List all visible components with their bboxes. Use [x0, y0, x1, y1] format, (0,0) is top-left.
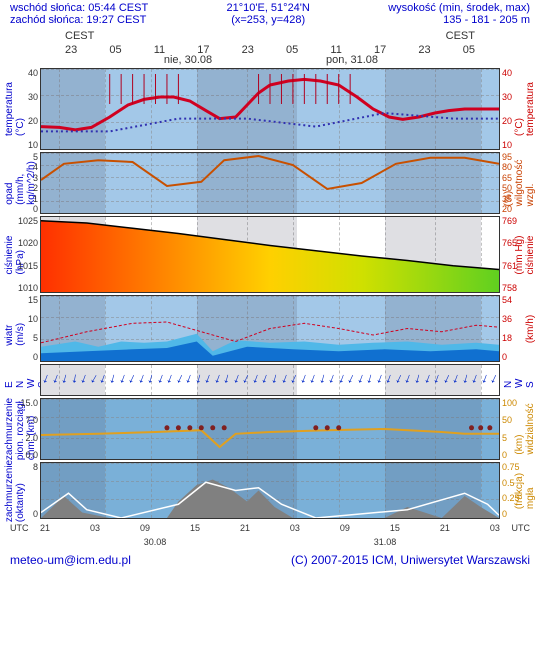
email[interactable]: meteo-um@icm.edu.pl	[10, 553, 131, 567]
panel-fog	[40, 462, 500, 519]
sunset: zachód słońca: 19:27 CEST	[10, 14, 146, 26]
elev: 135 - 181 - 205 m	[443, 14, 530, 26]
utc-r: UTC	[512, 523, 531, 533]
panel-pressure	[40, 216, 500, 293]
tz-left: CEST	[65, 30, 94, 42]
panel-humidity	[40, 152, 500, 214]
copyright: (C) 2007-2015 ICM, Uniwersytet Warszawsk…	[291, 553, 530, 567]
date1: nie, 30.08	[147, 54, 229, 66]
panel-wind	[40, 295, 500, 362]
coords: 21°10'E, 51°24'N	[227, 2, 310, 14]
panel-winddir: ↑↑↑↑↑↑↑↑↑↑↑↑↑↑↑↑↑↑↑↑↑↑↑↑↑↑↑↑↑↑↑↑↑↑↑↑↑↑↑↑…	[40, 364, 500, 396]
sunrise: wschód słońca: 05:44 CEST	[10, 2, 148, 14]
panel-temp	[40, 68, 500, 150]
date2: pon, 31.08	[311, 54, 393, 66]
grid: (x=253, y=428)	[231, 14, 305, 26]
tz-right: CEST	[446, 30, 475, 42]
utc-l: UTC	[10, 523, 29, 533]
bd2: 31.08	[374, 537, 397, 547]
elev-label: wysokość (min, środek, max)	[388, 2, 530, 14]
panel-clouds	[40, 398, 500, 460]
bd1: 30.08	[144, 537, 167, 547]
